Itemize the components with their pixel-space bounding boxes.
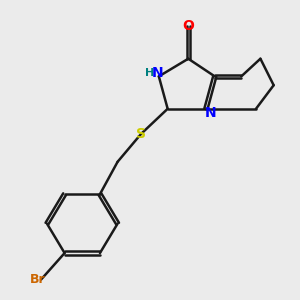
Text: N: N: [205, 106, 216, 120]
Text: O: O: [182, 19, 194, 33]
Text: H: H: [146, 68, 154, 78]
Text: Br: Br: [30, 273, 46, 286]
Text: N: N: [152, 66, 163, 80]
Text: S: S: [136, 127, 146, 141]
